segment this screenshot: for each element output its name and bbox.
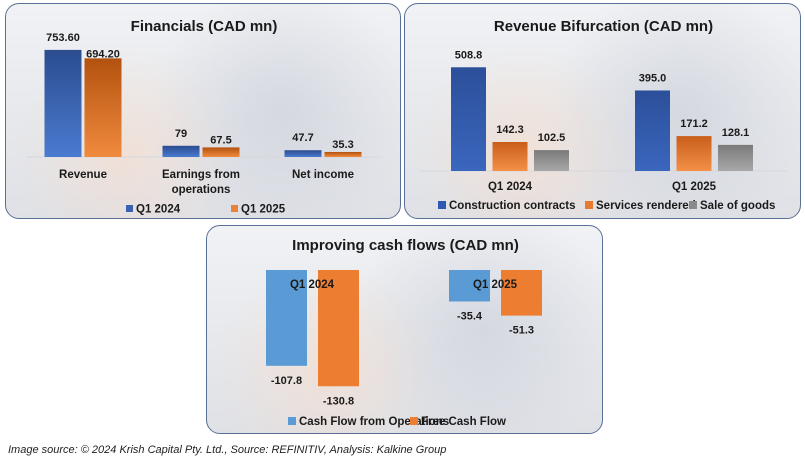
bar-q1-2025-sale-of-goods — [718, 144, 753, 171]
data-label: 508.8 — [455, 49, 483, 61]
data-label: 102.5 — [538, 132, 566, 144]
category-label: Q1 2024 — [488, 181, 533, 193]
legend-swatch-free-cash-flow — [410, 417, 418, 425]
bar-revenue-q1-2025 — [84, 58, 122, 157]
data-label: 142.3 — [496, 124, 524, 136]
legend-swatch-sale-of-goods — [689, 201, 697, 209]
bar-q1-2025-services-rendered — [676, 136, 712, 171]
legend-swatch-q1-2025 — [231, 205, 238, 212]
chart-title: Improving cash flows (CAD mn) — [292, 237, 519, 254]
bar-earnings-from-operations-q1-2024 — [162, 145, 200, 157]
category-label: Revenue — [59, 169, 107, 181]
category-label: Earnings from — [162, 169, 240, 181]
data-label: 79 — [175, 128, 187, 140]
data-label: 67.5 — [210, 134, 231, 146]
bar-q1-2025-construction-contracts — [635, 90, 670, 171]
bar-q1-2024-free-cash-flow — [318, 270, 359, 387]
legend-swatch-services-rendered — [585, 201, 593, 209]
data-label: -107.8 — [271, 375, 302, 387]
legend-swatch-q1-2024 — [126, 205, 133, 212]
legend-label: Q1 2024 — [136, 204, 181, 216]
bar-q1-2025-cash-flow-from-operations — [449, 270, 490, 302]
legend-swatch-construction-contracts — [438, 201, 446, 209]
legend-label: Free Cash Flow — [421, 416, 506, 428]
data-label: -35.4 — [457, 310, 483, 322]
bar-q1-2024-cash-flow-from-operations — [266, 270, 307, 366]
financials-chart: Financials (CAD mn) 753.60 694.20 Revenue 79… — [26, 18, 382, 216]
revenue-bifurcation-panel: Revenue Bifurcation (CAD mn) 508.8 142.3 10… — [404, 3, 801, 219]
data-label: 694.20 — [86, 48, 120, 60]
bar-earnings-from-operations-q1-2025 — [202, 147, 240, 157]
data-label: 35.3 — [332, 139, 353, 151]
bar-q1-2025-free-cash-flow — [501, 270, 542, 316]
category-label: Q1 2025 — [473, 279, 518, 291]
category-label: Q1 2025 — [672, 181, 717, 193]
bar-q1-2024-construction-contracts — [451, 67, 486, 171]
revenue-bifurcation-chart: Revenue Bifurcation (CAD mn) 508.8 142.3 10… — [419, 18, 788, 212]
data-label: -130.8 — [323, 395, 354, 407]
data-label: 171.2 — [680, 118, 708, 130]
cash-flows-panel: Improving cash flows (CAD mn) -107.8 -130.… — [206, 225, 603, 434]
cash-flows-chart: Improving cash flows (CAD mn) -107.8 -130.… — [266, 237, 542, 428]
bar-revenue-q1-2024 — [44, 49, 82, 158]
chart-title: Revenue Bifurcation (CAD mn) — [494, 18, 713, 35]
financials-panel: Financials (CAD mn) 753.60 694.20 Revenue 79… — [5, 3, 401, 219]
legend-label: Services rendered — [596, 200, 696, 212]
bar-net-income-q1-2025 — [324, 151, 362, 157]
bar-net-income-q1-2024 — [284, 150, 322, 157]
category-label: Q1 2024 — [290, 279, 335, 291]
legend-swatch-cash-flow-from-operations — [288, 417, 296, 425]
category-label: operations — [172, 184, 231, 196]
bar-q1-2024-services-rendered — [492, 141, 528, 171]
category-label: Net income — [292, 169, 354, 181]
chart-title: Financials (CAD mn) — [131, 18, 278, 35]
legend-label: Q1 2025 — [241, 204, 286, 216]
legend-label: Construction contracts — [449, 200, 576, 212]
legend-label: Sale of goods — [700, 200, 775, 212]
data-label: 395.0 — [639, 72, 667, 84]
bar-q1-2024-sale-of-goods — [534, 150, 569, 171]
image-source-caption: Image source: © 2024 Krish Capital Pty. … — [8, 444, 447, 456]
data-label: -51.3 — [509, 325, 534, 337]
data-label: 753.60 — [46, 32, 80, 44]
data-label: 47.7 — [292, 132, 313, 144]
data-label: 128.1 — [722, 127, 750, 139]
